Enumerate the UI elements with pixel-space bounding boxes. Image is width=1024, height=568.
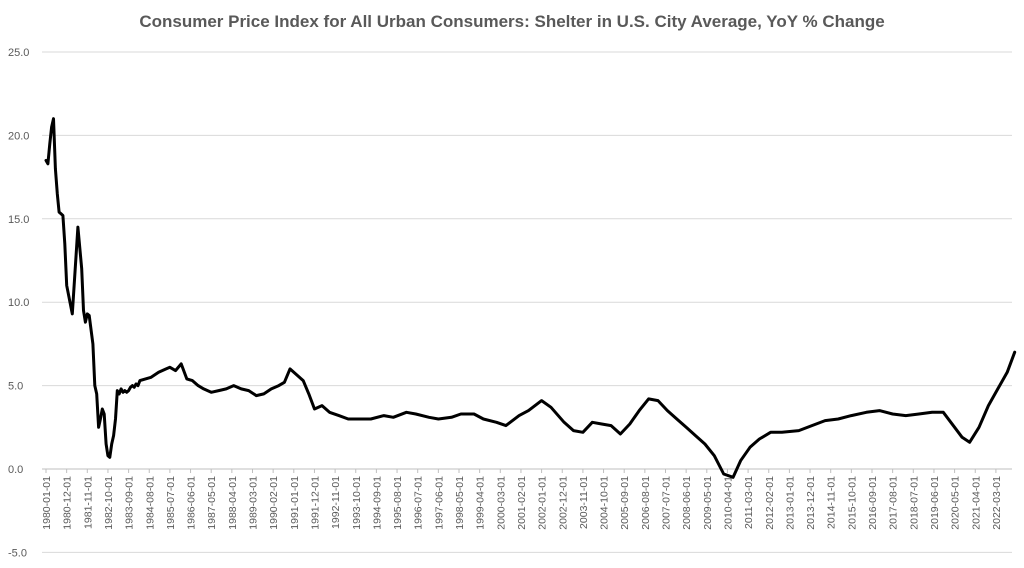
x-tick-label: 2001-02-01 [516, 476, 528, 530]
x-tick-label: 1990-02-01 [268, 476, 280, 530]
x-tick-label: 1989-03-01 [248, 476, 260, 530]
y-tick-label: 10.0 [8, 297, 29, 309]
series-layer [44, 117, 1017, 479]
x-tick-label: 2010-04-01 [722, 476, 734, 530]
x-tick-label: 2013-01-01 [784, 476, 796, 530]
y-tick-label: 25.0 [8, 47, 29, 59]
x-tick-label: 1998-05-01 [454, 476, 466, 530]
x-tick-label: 2002-12-01 [557, 476, 569, 530]
x-tick-label: 2017-08-01 [888, 476, 900, 530]
x-tick-label: 1993-10-01 [351, 476, 363, 530]
x-tick-label: 2000-03-01 [495, 476, 507, 530]
y-tick-label: 0.0 [8, 464, 23, 476]
x-tick-label: 2005-09-01 [619, 476, 631, 530]
y-axis-ticks: 25.0 20.0 15.0 10.0 5.0 0.0 -5.0 [8, 47, 29, 559]
x-tick-label: 1991-01-01 [289, 476, 301, 530]
y-tick-label: 20.0 [8, 130, 29, 142]
x-tick-label: 1982-10-01 [103, 476, 115, 530]
x-tick-label: 2004-10-01 [599, 476, 611, 530]
x-tick-label: 1981-11-01 [82, 476, 94, 529]
x-tick-label: 2003-11-01 [578, 476, 590, 529]
x-tick-label: 2015-10-01 [846, 476, 858, 530]
x-tick-label: 2002-01-01 [537, 476, 549, 530]
x-tick-label: 2019-06-01 [929, 476, 941, 530]
x-axis-ticks: 1980-01-01 1980-12-01 1981-11-01 1982-10-01… [41, 469, 1003, 530]
x-tick-label: 2011-03-01 [743, 476, 755, 529]
x-tick-label: 1991-12-01 [309, 476, 321, 530]
x-tick-label: 1986-06-01 [186, 476, 198, 530]
x-tick-label: 1980-12-01 [62, 476, 74, 530]
x-tick-label: 1994-09-01 [371, 476, 383, 530]
x-tick-label: 2008-06-01 [681, 476, 693, 530]
chart-title: Consumer Price Index for All Urban Consu… [139, 12, 885, 31]
x-tick-label: 1995-08-01 [392, 476, 404, 530]
x-tick-label: 2013-12-01 [805, 476, 817, 530]
x-tick-label: 2020-05-01 [950, 476, 962, 530]
x-tick-label: 1983-09-01 [124, 476, 136, 530]
x-tick-label: 2012-02-01 [764, 476, 776, 530]
x-tick-label: 1996-07-01 [413, 476, 425, 530]
x-tick-label: 2009-05-01 [702, 476, 714, 530]
y-tick-label: -5.0 [8, 547, 27, 559]
x-tick-label: 1987-05-01 [206, 476, 218, 530]
x-tick-label: 1997-06-01 [433, 476, 445, 530]
x-tick-label: 1999-04-01 [475, 476, 487, 530]
x-tick-label: 2014-11-01 [826, 476, 838, 529]
x-tick-label: 2007-07-01 [661, 476, 673, 530]
x-tick-label: 1988-04-01 [227, 476, 239, 530]
x-tick-label: 1984-08-01 [144, 476, 156, 530]
x-tick-label: 2022-03-01 [991, 476, 1003, 530]
y-tick-label: 15.0 [8, 214, 29, 226]
x-tick-label: 1992-11-01 [330, 476, 342, 529]
x-tick-label: 1985-07-01 [165, 476, 177, 530]
series-line [44, 117, 1017, 479]
grid-lines [42, 51, 1012, 553]
x-tick-label: 2018-07-01 [908, 476, 920, 530]
x-tick-label: 2006-08-01 [640, 476, 652, 530]
x-tick-label: 1980-01-01 [41, 476, 53, 530]
x-tick-label: 2021-04-01 [970, 476, 982, 530]
y-tick-label: 5.0 [8, 381, 23, 393]
x-tick-label: 2016-09-01 [867, 476, 879, 530]
